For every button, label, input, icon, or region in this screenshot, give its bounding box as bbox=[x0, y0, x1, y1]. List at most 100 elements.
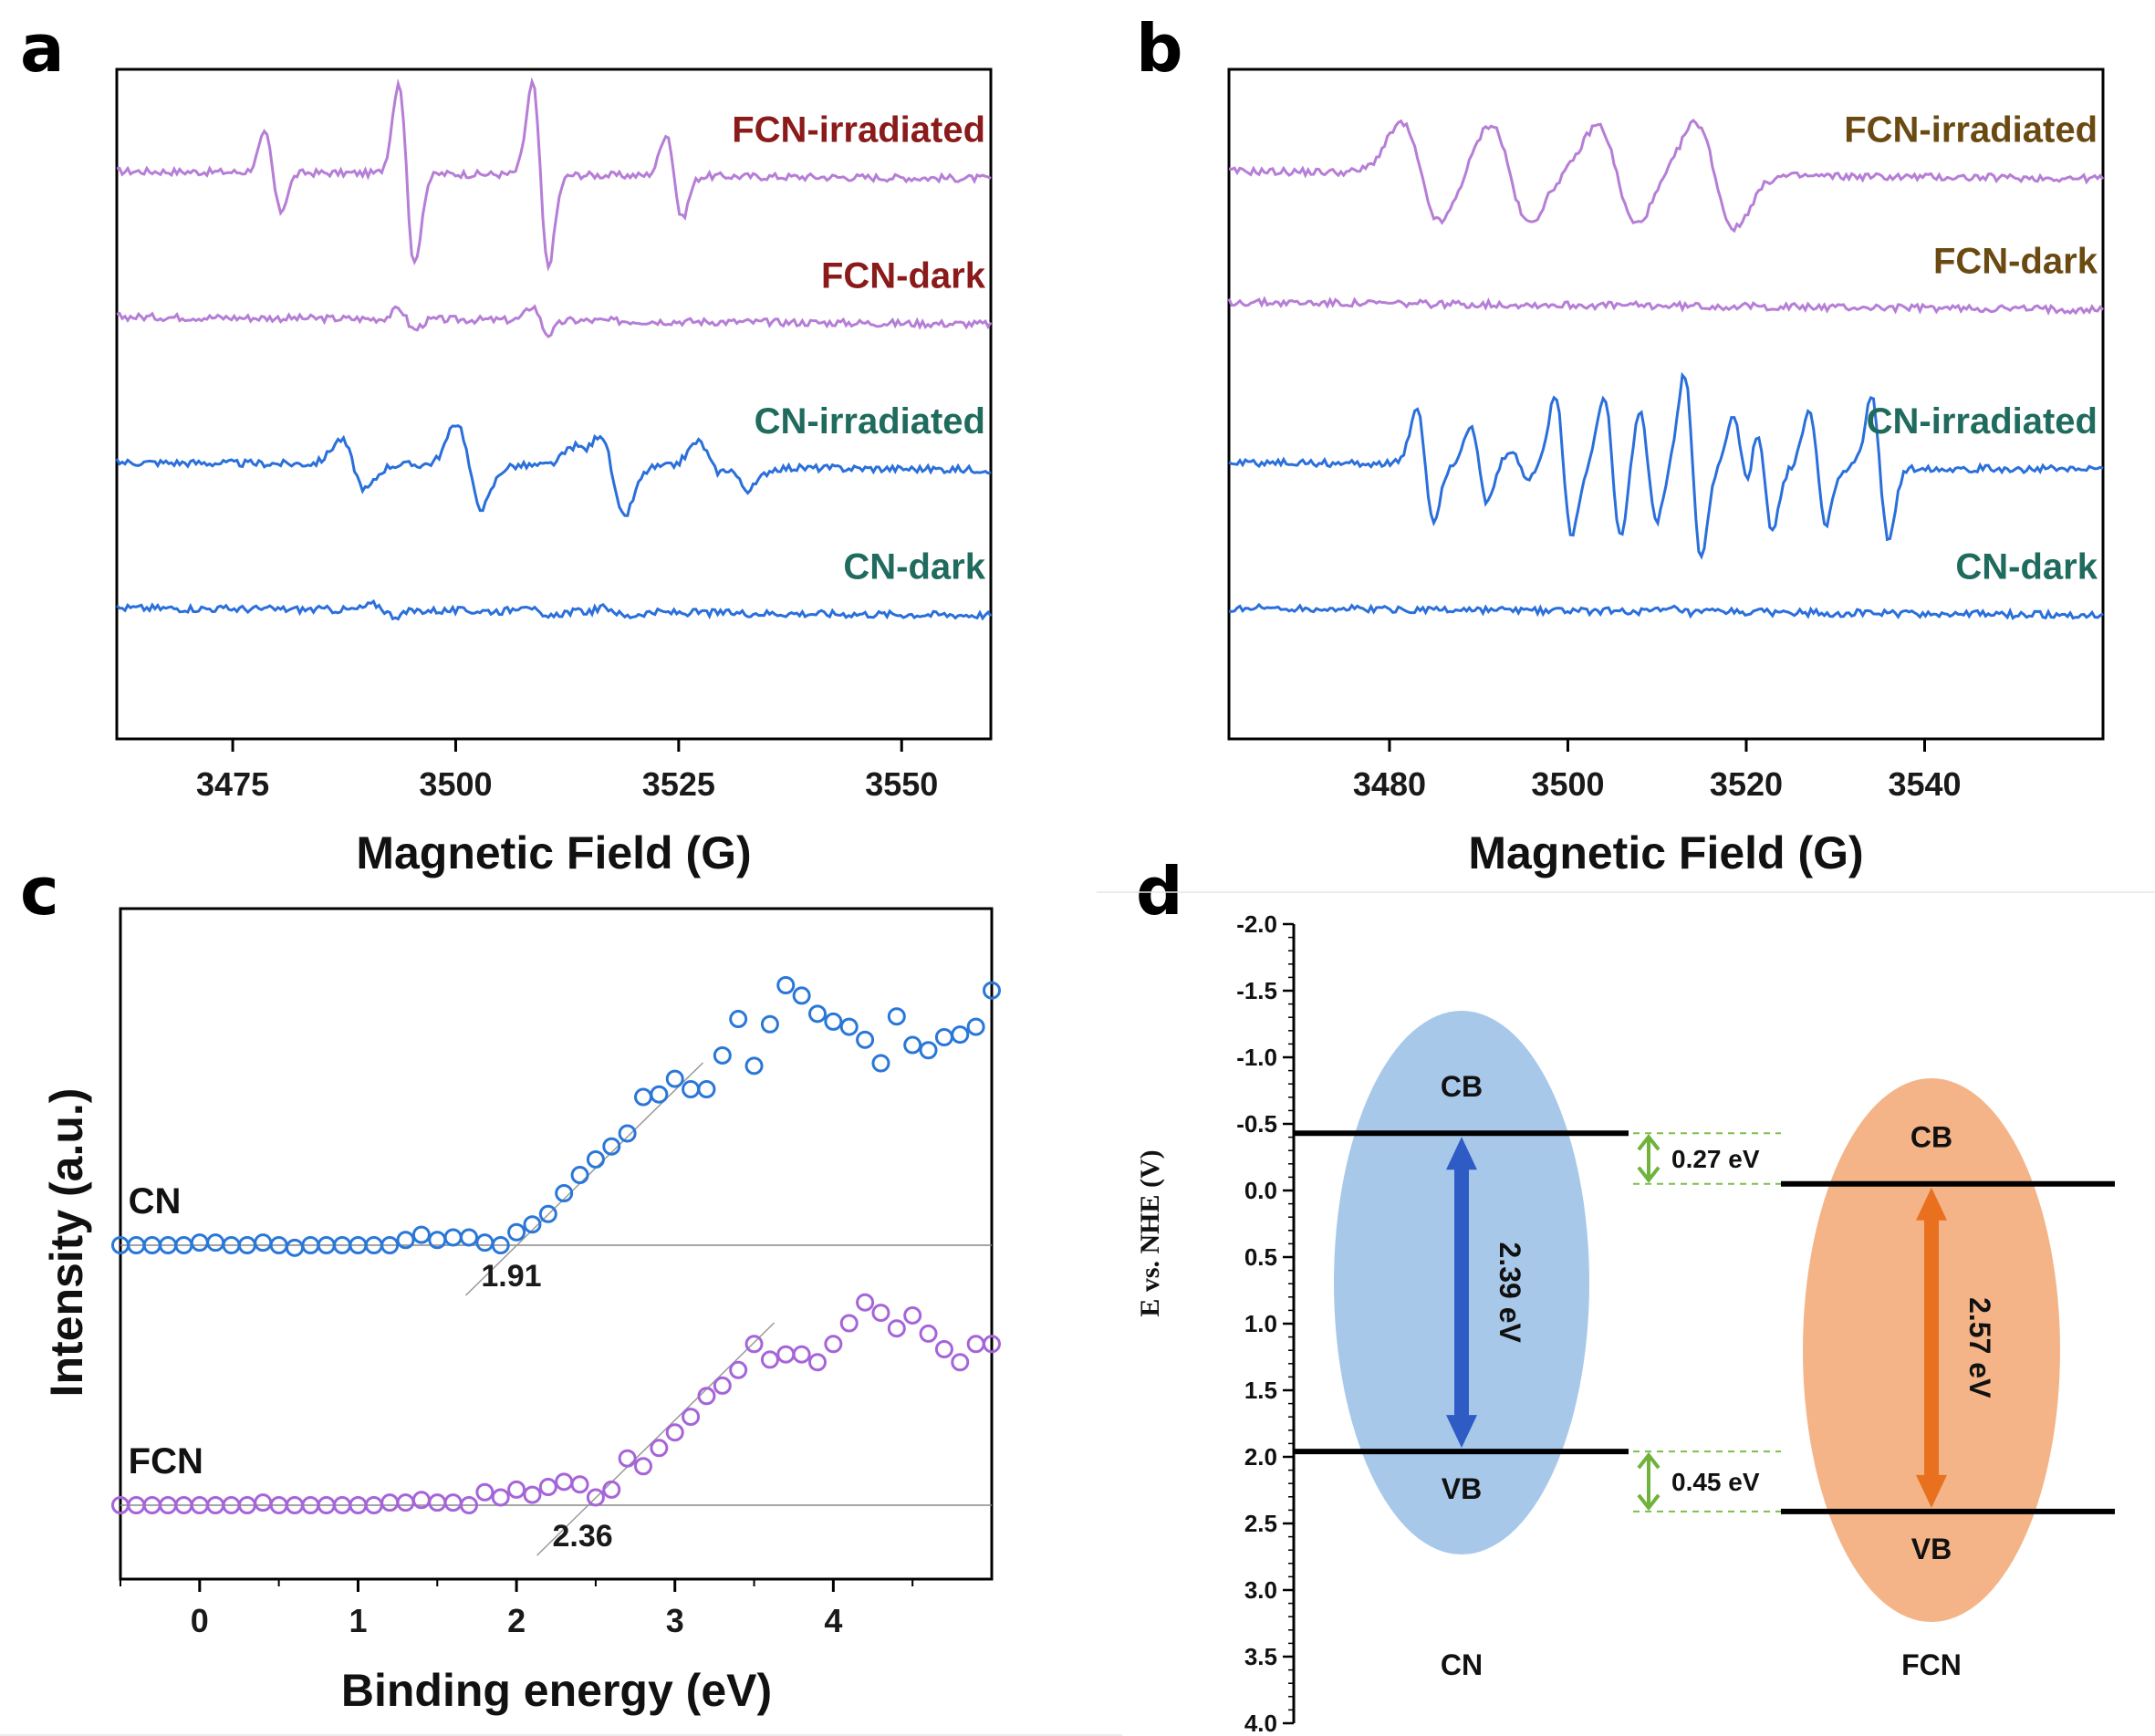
data-point-cn bbox=[602, 1137, 621, 1156]
x-tick-label: 4 bbox=[824, 1602, 842, 1639]
panel-a-series bbox=[115, 77, 993, 621]
data-point-cn bbox=[983, 981, 1001, 1000]
panel-d-band-diagram: -2.0 -1.5 -1.0 -0.5 0.0 0.5 1.0 1.5 2.0 2.5 3.0 3.5… bbox=[1097, 891, 2155, 1736]
data-point-cn bbox=[871, 1054, 890, 1073]
x-tick-label: 3500 bbox=[1531, 765, 1604, 803]
panel-c-annotations: CN 1.91 FCN 2.36 bbox=[129, 1181, 613, 1554]
panel-b-series-labels: FCN-irradiated FCN-dark CN-irradiated CN-da… bbox=[1844, 110, 2098, 587]
data-point-fcn bbox=[934, 1340, 953, 1358]
data-point-cn bbox=[697, 1080, 716, 1098]
data-point-cn bbox=[380, 1236, 400, 1254]
data-point-fcn bbox=[586, 1488, 605, 1507]
data-point-cn bbox=[744, 1056, 764, 1076]
offset-1-arrow-head-bottom bbox=[1637, 1166, 1660, 1183]
panel-a-x-ticks: 3475 3500 3525 3550 bbox=[196, 739, 938, 803]
series-label-fcn-irradiated: FCN-irradiated bbox=[732, 110, 985, 151]
x-tick-label: 3540 bbox=[1888, 765, 1961, 803]
data-point-fcn bbox=[808, 1353, 827, 1372]
data-point-cn bbox=[934, 1028, 953, 1046]
panel-c-frame bbox=[119, 907, 994, 1581]
data-point-fcn bbox=[570, 1475, 589, 1494]
data-point-cn bbox=[966, 1017, 985, 1036]
material-label-fcn: FCN bbox=[1901, 1648, 1962, 1681]
data-point-cn bbox=[396, 1231, 415, 1250]
data-point-cn bbox=[792, 986, 811, 1005]
series-label-cn-irradiated: CN-irradiated bbox=[1867, 401, 2098, 442]
series-line-fcn-irradiated bbox=[116, 77, 992, 272]
gap-label-cn: 2.39 eV bbox=[1494, 1242, 1526, 1344]
x-tick-label: 3475 bbox=[196, 765, 269, 803]
x-tick-label: 3500 bbox=[419, 765, 492, 803]
data-point-cn bbox=[919, 1041, 938, 1060]
data-point-cn bbox=[808, 1004, 827, 1024]
data-point-cn bbox=[839, 1017, 859, 1036]
y-tick-label: 0.0 bbox=[1244, 1177, 1277, 1204]
y-tick-label: -1.5 bbox=[1236, 977, 1277, 1004]
panel-d-band-edges bbox=[1294, 1130, 2115, 1514]
series-line-fcn-dark bbox=[1227, 296, 2105, 316]
series-line-fcn-irradiated bbox=[1228, 118, 2105, 234]
y-tick-label: 3.5 bbox=[1244, 1643, 1277, 1670]
data-point-fcn bbox=[713, 1376, 732, 1395]
data-point-fcn bbox=[856, 1293, 875, 1312]
panel-d-gap-arrows bbox=[1446, 1132, 1947, 1513]
panel-label-c: c bbox=[20, 853, 59, 930]
y-tick-label: -0.5 bbox=[1236, 1110, 1277, 1138]
data-point-cn bbox=[650, 1085, 669, 1104]
series-line-cn-dark bbox=[116, 598, 993, 621]
data-point-cn bbox=[491, 1236, 510, 1254]
data-point-cn bbox=[713, 1045, 732, 1065]
panel-d-annotations: 2.39 eV CB VB CN 2.57 eV CB VB FCN 0.27 eV 0.45 e… bbox=[1441, 1070, 1996, 1681]
data-point-cn bbox=[951, 1025, 970, 1045]
y-tick-label: -2.0 bbox=[1236, 910, 1277, 938]
data-point-fcn bbox=[428, 1493, 447, 1513]
vb-label-fcn: VB bbox=[1911, 1533, 1952, 1565]
cb-label-fcn: CB bbox=[1910, 1121, 1952, 1154]
data-point-fcn bbox=[839, 1314, 859, 1333]
panel-a-series-labels: FCN-irradiated FCN-dark CN-irradiated CN-da… bbox=[732, 110, 986, 587]
series-label-cn-dark: CN-dark bbox=[1955, 546, 2098, 587]
data-point-cn bbox=[824, 1012, 843, 1031]
data-point-fcn bbox=[491, 1488, 510, 1507]
panel-c-points bbox=[111, 976, 1001, 1514]
x-tick-label: 3480 bbox=[1353, 765, 1426, 803]
data-point-cn bbox=[460, 1228, 478, 1247]
series-line-cn-dark bbox=[1228, 602, 2104, 620]
panel-c-y-axis-label: Intensity (a.u.) bbox=[41, 1088, 92, 1398]
series-line-cn-irradiated bbox=[115, 424, 992, 517]
y-tick-label: 3.0 bbox=[1244, 1576, 1277, 1604]
y-tick-label: 2.5 bbox=[1244, 1510, 1277, 1537]
data-point-fcn bbox=[697, 1387, 716, 1406]
y-tick-label: 1.5 bbox=[1244, 1377, 1277, 1404]
data-point-fcn bbox=[887, 1319, 906, 1338]
panel-b-series bbox=[1227, 118, 2105, 620]
data-point-cn bbox=[411, 1225, 431, 1244]
data-point-fcn bbox=[919, 1324, 938, 1343]
data-point-fcn bbox=[634, 1457, 652, 1476]
data-point-cn bbox=[190, 1233, 209, 1253]
data-point-fcn bbox=[792, 1345, 811, 1364]
data-point-cn bbox=[760, 1014, 779, 1034]
x-tick-label: 3520 bbox=[1710, 765, 1783, 803]
data-point-cn bbox=[665, 1069, 684, 1088]
data-point-cn bbox=[570, 1166, 589, 1185]
series-label-cn-dark: CN-dark bbox=[843, 546, 985, 587]
data-point-fcn bbox=[523, 1485, 542, 1504]
data-point-cn bbox=[586, 1149, 605, 1169]
data-point-fcn bbox=[744, 1335, 764, 1354]
data-point-fcn bbox=[460, 1496, 478, 1514]
gap-arrow-fcn bbox=[1916, 1187, 1947, 1508]
panel-a-epr-spectra: 3475 3500 3525 3550 FCN-irradiated FCN-dark C… bbox=[115, 68, 993, 878]
onset-label-fcn: 2.36 bbox=[553, 1519, 613, 1554]
data-point-cn bbox=[634, 1087, 652, 1107]
data-point-fcn bbox=[665, 1423, 684, 1442]
panel-b-x-ticks: 3480 3500 3520 3540 bbox=[1353, 739, 1962, 803]
y-tick-label: 1.0 bbox=[1244, 1310, 1277, 1337]
y-tick-label: 2.0 bbox=[1244, 1443, 1277, 1471]
data-point-cn bbox=[254, 1233, 273, 1253]
data-point-fcn bbox=[983, 1335, 1001, 1354]
offset-2-arrow-head-top bbox=[1637, 1451, 1660, 1470]
panel-label-b: b bbox=[1136, 10, 1183, 87]
data-point-fcn bbox=[538, 1478, 557, 1497]
